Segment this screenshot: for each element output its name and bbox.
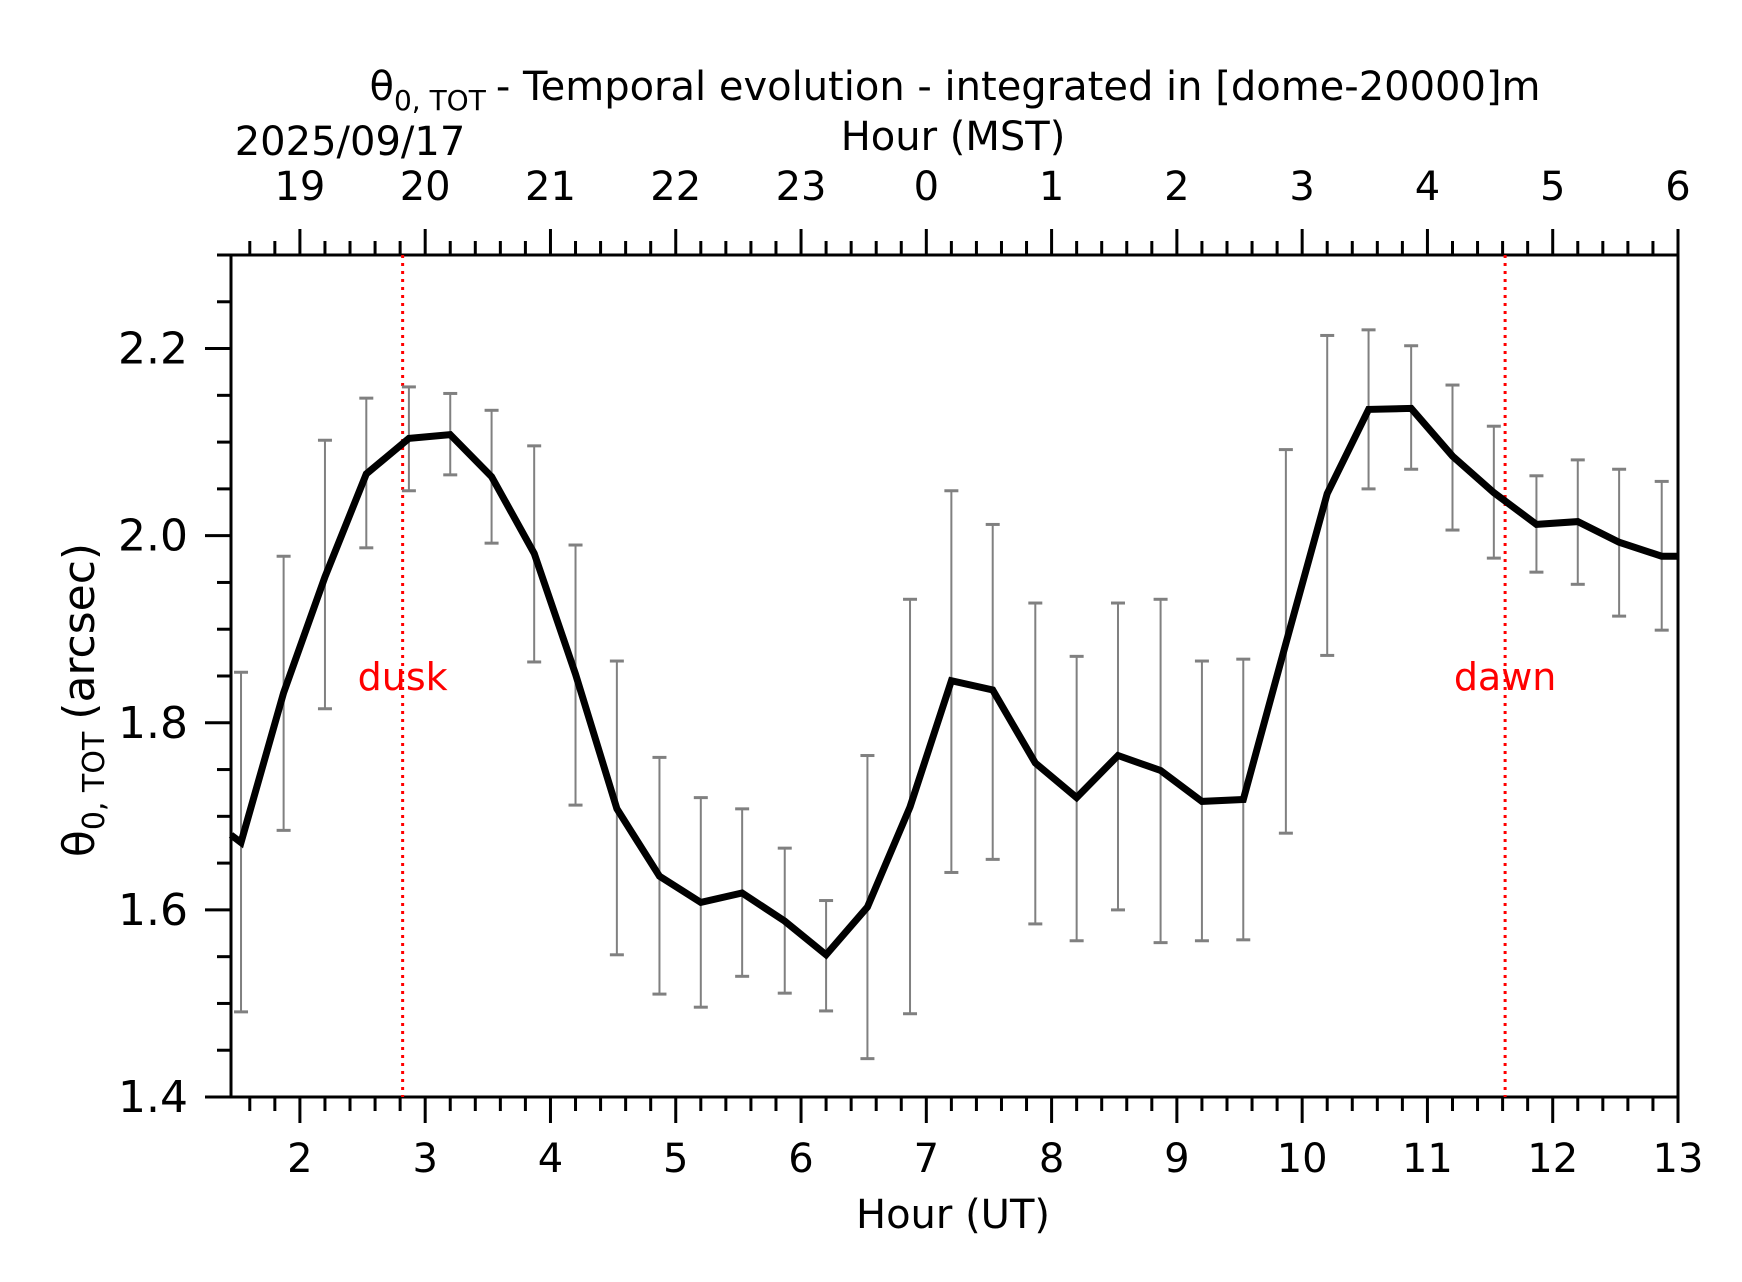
y-tick-label: 1.6	[118, 885, 188, 936]
x2-tick-label: 6	[1665, 164, 1690, 210]
x-axis-label: Hour (UT)	[856, 1192, 1050, 1238]
series-line	[228, 404, 1678, 960]
y-tick-label: 1.8	[118, 698, 188, 749]
plot-marks: dusk dawn	[228, 255, 1678, 1097]
x2-tick-label: 22	[650, 164, 701, 210]
x-tick-label: 13	[1653, 1136, 1704, 1182]
chart-title: θ0, TOT - Temporal evolution - integrated…	[369, 64, 1540, 117]
x-tick-label: 8	[1039, 1136, 1064, 1182]
x-tick-label: 3	[412, 1136, 437, 1182]
x-tick-label: 6	[788, 1136, 813, 1182]
x2-axis-label: Hour (MST)	[841, 114, 1066, 160]
x-tick-label: 2	[287, 1136, 312, 1182]
x2-tick-label: 20	[400, 164, 451, 210]
ylabel-symbol: θ	[54, 830, 105, 857]
x2-tick-label: 2	[1164, 164, 1189, 210]
x-tick-label: 9	[1164, 1136, 1189, 1182]
x2-tick-label: 0	[914, 164, 939, 210]
x2-tick-label: 1	[1039, 164, 1064, 210]
x-tick-label: 11	[1402, 1136, 1453, 1182]
date-label: 2025/09/17	[235, 119, 466, 165]
plot-frame	[229, 253, 1680, 1099]
x-tick-label: 12	[1527, 1136, 1578, 1182]
x-tick-label: 7	[914, 1136, 939, 1182]
x2-tick-label: 3	[1289, 164, 1314, 210]
axes: 2193204215226237081921031141251361.41.61…	[118, 164, 1703, 1182]
x2-tick-label: 19	[274, 164, 325, 210]
dawn-label: dawn	[1454, 655, 1557, 699]
y-tick-label: 2.0	[118, 511, 188, 562]
y-tick-label: 1.4	[118, 1072, 188, 1123]
x-tick-label: 10	[1277, 1136, 1328, 1182]
ylabel-text: (arcsec)	[54, 543, 105, 720]
x2-tick-label: 23	[776, 164, 827, 210]
ylabel-subscript: 0, TOT	[77, 731, 112, 830]
x2-tick-label: 5	[1540, 164, 1565, 210]
x2-tick-label: 4	[1415, 164, 1440, 210]
y-axis-label: θ0, TOT (arcsec)	[54, 543, 112, 857]
title-symbol: θ	[369, 64, 393, 110]
x-tick-label: 5	[663, 1136, 688, 1182]
x2-tick-label: 21	[525, 164, 576, 210]
dusk-label: dusk	[358, 655, 448, 699]
title-text: - Temporal evolution - integrated in [do…	[496, 64, 1541, 110]
title-subscript: 0, TOT	[394, 84, 487, 117]
x-tick-label: 4	[538, 1136, 563, 1182]
y-tick-label: 2.2	[118, 324, 188, 375]
